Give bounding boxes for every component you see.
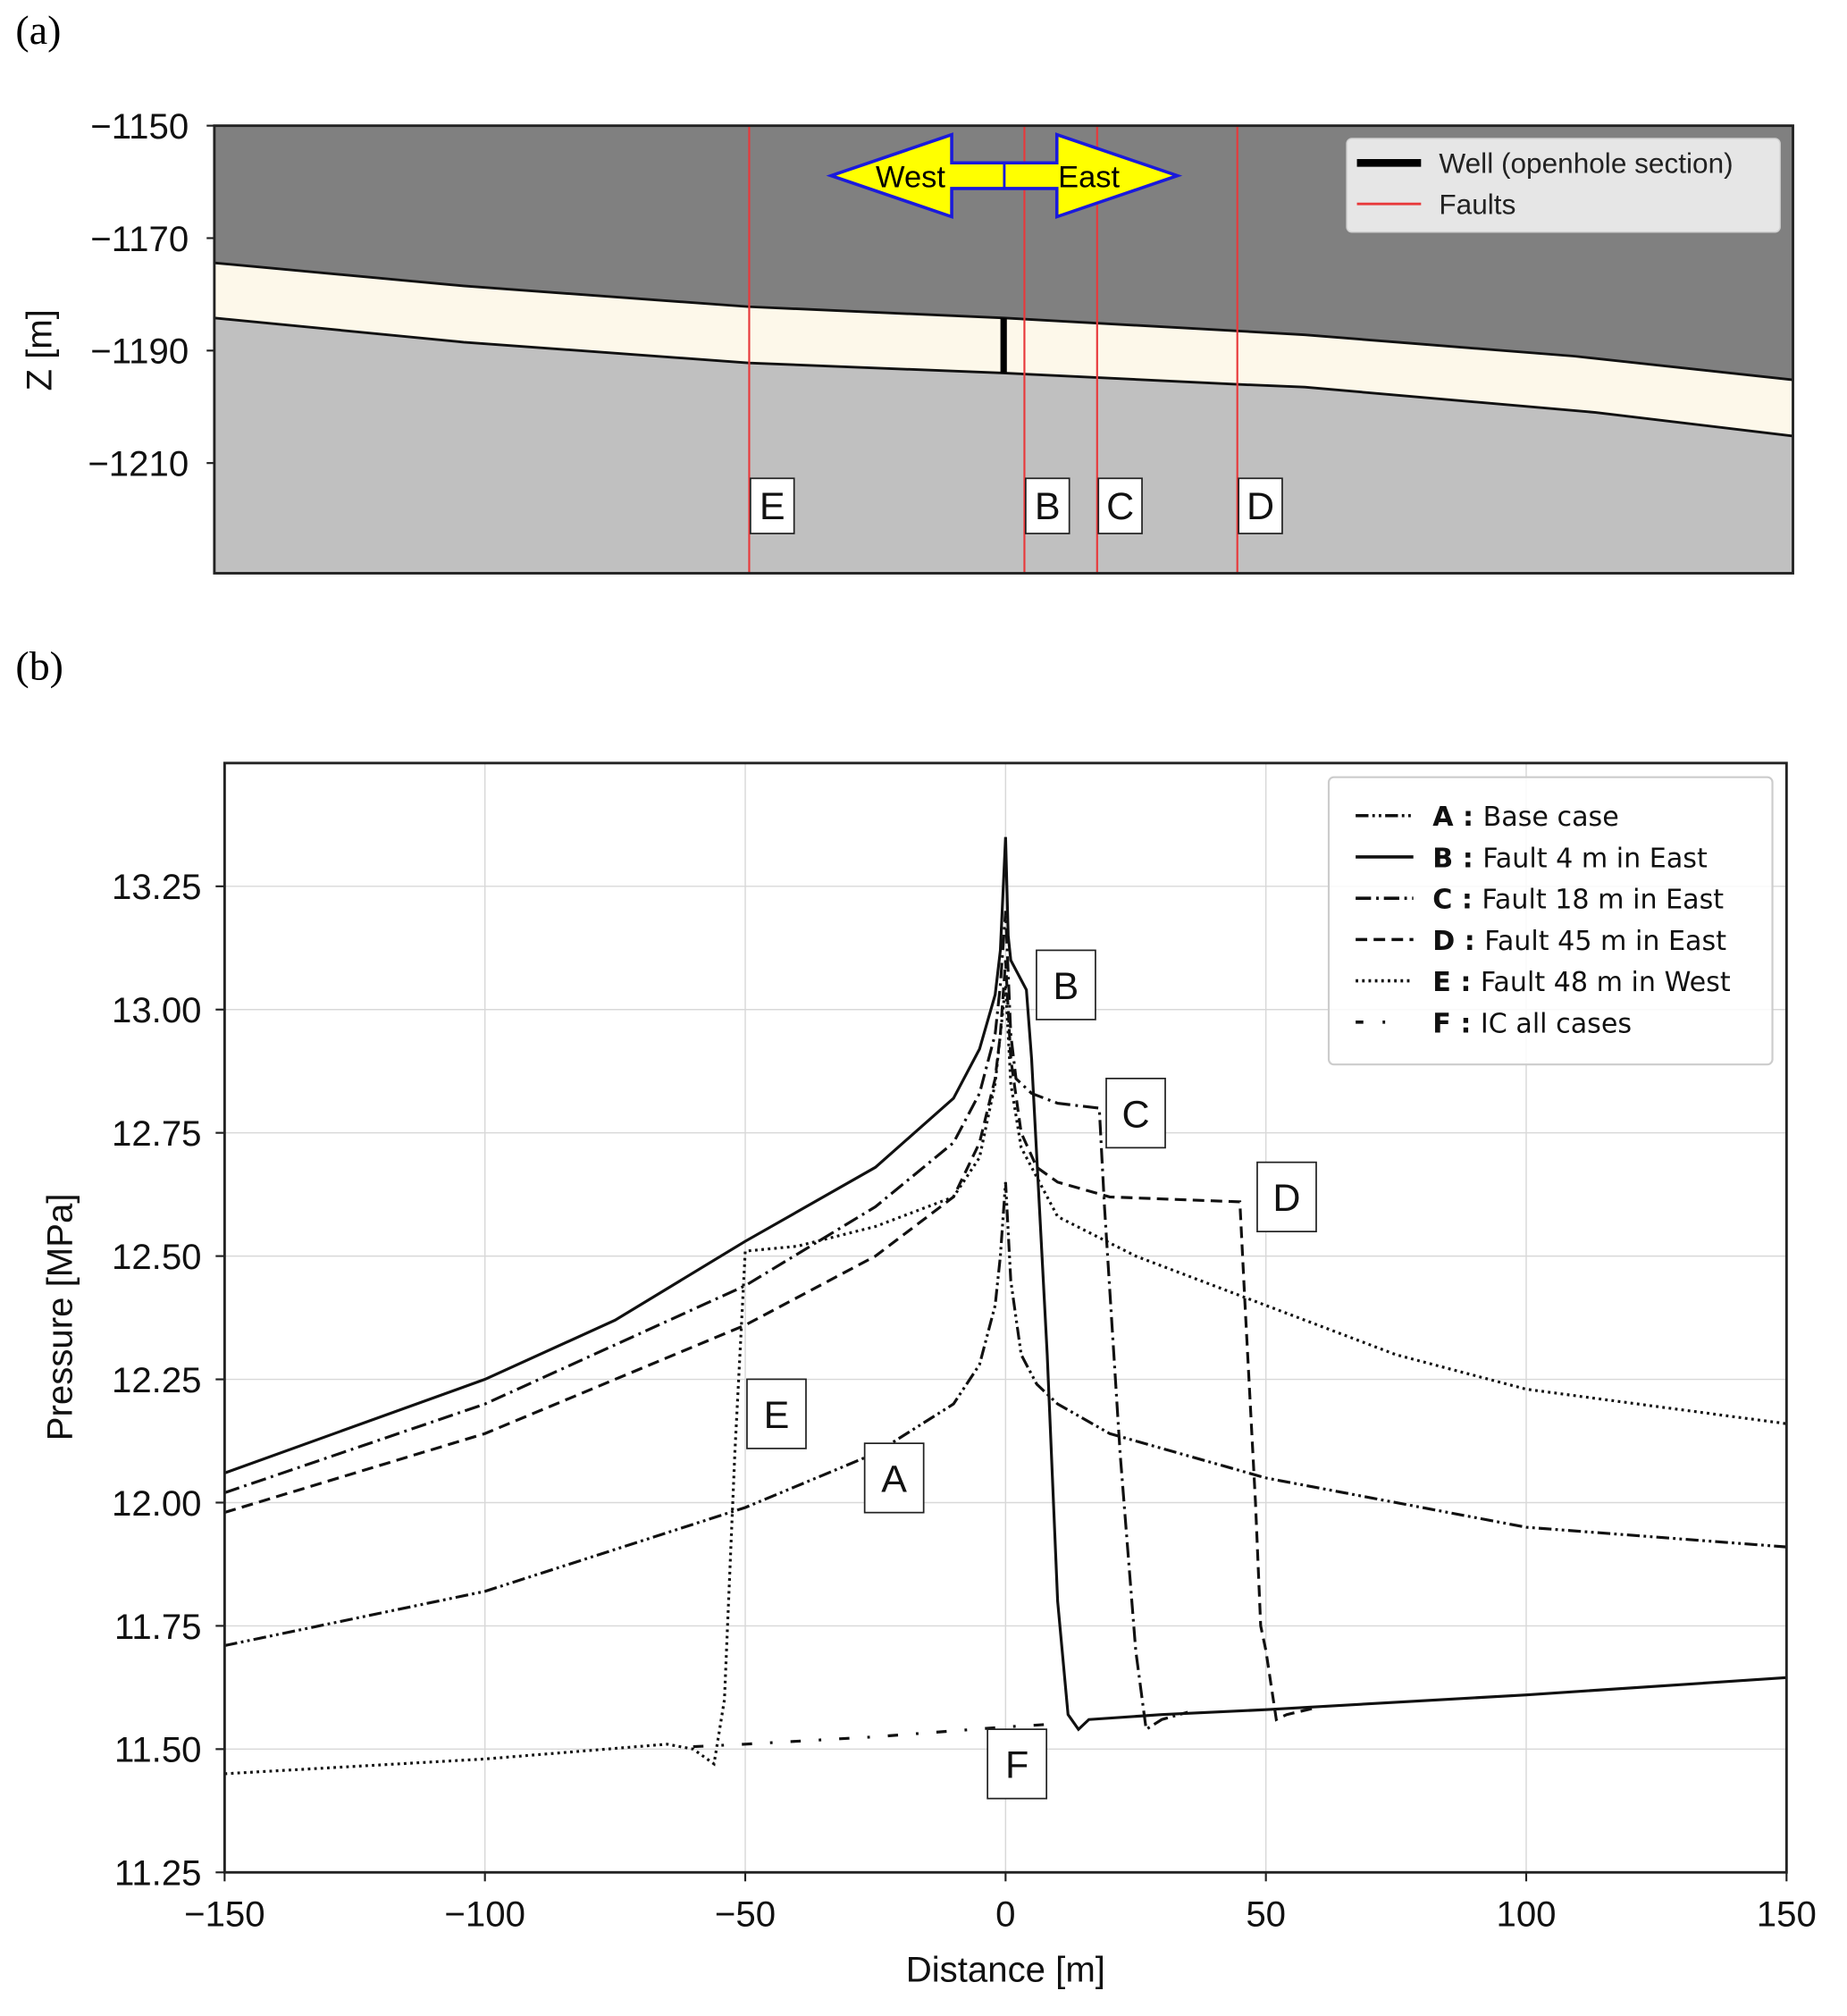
legend-name: Fault 48 m in West bbox=[1481, 967, 1731, 998]
plot-frame bbox=[222, 761, 1788, 1874]
y-axis-label: Pressure [MPa] bbox=[40, 1193, 80, 1441]
x-tick-label: −150 bbox=[184, 1894, 265, 1935]
curve-label-F: F bbox=[1005, 1744, 1028, 1787]
fault-label-box-E bbox=[750, 477, 795, 534]
arrow-east-label: East bbox=[1058, 161, 1120, 195]
legend-key: D bbox=[1432, 926, 1455, 957]
curve-label-box-A bbox=[863, 1442, 925, 1514]
reservoir-bottom-boundary bbox=[214, 316, 1793, 438]
curve-label-box-D bbox=[1256, 1161, 1317, 1233]
curve-label-D: D bbox=[1272, 1177, 1300, 1220]
y-tick-label: 11.75 bbox=[114, 1607, 202, 1647]
curve-label-C: C bbox=[1121, 1093, 1149, 1136]
x-tick-label: 100 bbox=[1496, 1894, 1556, 1935]
curve-label-box-C bbox=[1105, 1078, 1166, 1149]
panel-b-label: (b) bbox=[15, 643, 63, 689]
legend-key: A bbox=[1432, 802, 1454, 833]
y-tick-label: −1190 bbox=[90, 332, 189, 372]
panel-a-cross-section: E B C D West East Well (openhole section) Fault… bbox=[20, 106, 1794, 575]
legend-entry-C: C : Fault 18 m in East bbox=[1432, 885, 1724, 916]
legend-entry-B: B : Fault 4 m in East bbox=[1432, 843, 1708, 874]
panel-a-label: (a) bbox=[15, 7, 61, 53]
y-tick-label: −1170 bbox=[90, 219, 189, 259]
y-tick-label: 11.50 bbox=[114, 1730, 202, 1770]
x-tick-label: −100 bbox=[444, 1894, 525, 1935]
fault-label-box-D bbox=[1238, 477, 1283, 534]
curve-label-A: A bbox=[881, 1458, 907, 1501]
curve-label-box-E bbox=[746, 1378, 807, 1449]
y-tick-label: 13.25 bbox=[112, 867, 202, 907]
curve-label-box-F bbox=[986, 1728, 1048, 1800]
x-axis-label: Distance [m] bbox=[906, 1949, 1105, 1989]
x-tick-label: −50 bbox=[715, 1894, 776, 1935]
legend-entry: Faults bbox=[1439, 189, 1515, 221]
legend-box bbox=[1327, 776, 1774, 1066]
legend-entry-D: D : Fault 45 m in East bbox=[1432, 926, 1726, 957]
fault-label-box-C bbox=[1097, 477, 1143, 534]
legend-name: Base case bbox=[1483, 802, 1619, 833]
y-axis-label: Z [m] bbox=[20, 309, 60, 391]
fault-label-E: E bbox=[760, 485, 785, 528]
reservoir-top-boundary bbox=[214, 261, 1793, 382]
legend-key: C bbox=[1432, 885, 1452, 916]
curve-label-E: E bbox=[764, 1394, 790, 1437]
legend-key: F bbox=[1432, 1008, 1451, 1039]
arrow-west-label: West bbox=[876, 161, 945, 195]
y-tick-label: −1150 bbox=[90, 106, 189, 147]
legend-box bbox=[1346, 138, 1781, 233]
legend-entry-A: A : Base case bbox=[1432, 802, 1619, 833]
y-tick-label: 12.00 bbox=[112, 1483, 202, 1524]
legend-name: Fault 18 m in East bbox=[1482, 885, 1724, 916]
x-tick-label: 0 bbox=[995, 1894, 1015, 1935]
series-line-A bbox=[224, 1181, 1787, 1648]
y-tick-label: 12.75 bbox=[112, 1113, 202, 1154]
curve-label-B: B bbox=[1054, 965, 1079, 1008]
y-tick-label: −1210 bbox=[88, 444, 189, 484]
fault-label-box-B bbox=[1025, 477, 1070, 534]
fault-label-D: D bbox=[1247, 485, 1274, 528]
fault-label-B: B bbox=[1035, 485, 1061, 528]
legend-name: IC all cases bbox=[1481, 1008, 1632, 1039]
series-line-B bbox=[223, 836, 1787, 1732]
legend-entry: Well (openhole section) bbox=[1439, 147, 1733, 180]
panel-b-pressure-chart: −150 −100 −50 0 50 100 150 11.25 11.50 11.75 12.00… bbox=[40, 761, 1817, 1989]
x-tick-label: 50 bbox=[1246, 1894, 1286, 1935]
curve-label-box-B bbox=[1036, 949, 1096, 1021]
legend-name: Fault 45 m in East bbox=[1484, 926, 1726, 957]
legend-entry-F: F : IC all cases bbox=[1432, 1008, 1632, 1039]
y-tick-label: 12.50 bbox=[112, 1237, 202, 1277]
y-tick-label: 13.00 bbox=[112, 990, 202, 1030]
plot-frame bbox=[213, 124, 1794, 575]
legend-name: Fault 4 m in East bbox=[1482, 843, 1708, 874]
y-tick-label: 11.25 bbox=[114, 1853, 202, 1894]
y-tick-label: 12.25 bbox=[112, 1360, 202, 1400]
legend-key: B bbox=[1432, 843, 1453, 874]
x-tick-label: 150 bbox=[1757, 1894, 1817, 1935]
legend-key: E bbox=[1432, 967, 1451, 998]
fault-label-C: C bbox=[1106, 485, 1134, 528]
legend-entry-E: E : Fault 48 m in West bbox=[1432, 967, 1731, 998]
